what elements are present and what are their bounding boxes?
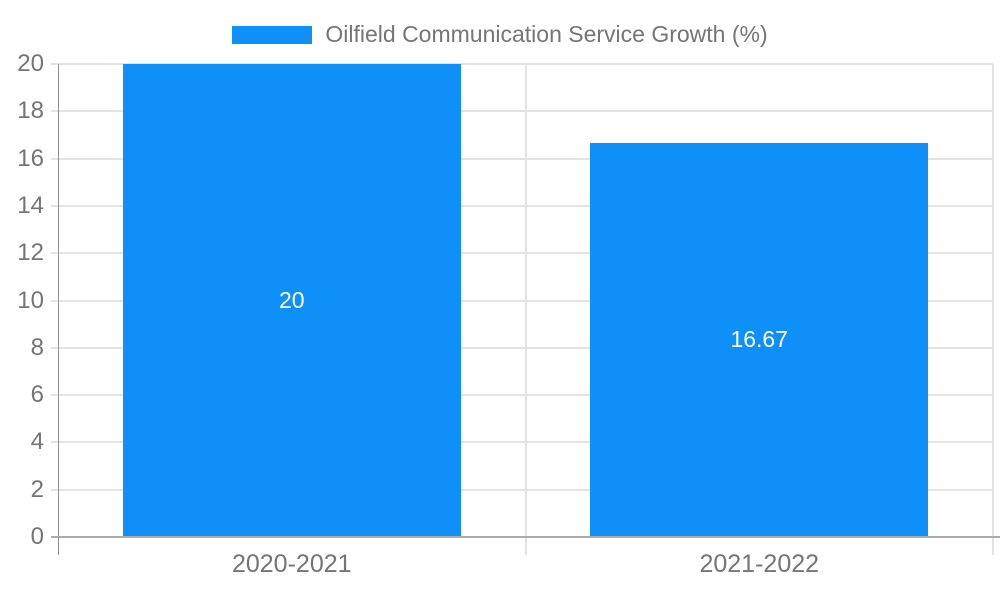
y-gridline bbox=[51, 63, 993, 65]
bar-value-label: 16.67 bbox=[730, 326, 789, 353]
x-gridline bbox=[992, 64, 994, 555]
y-axis-tick-label: 10 bbox=[17, 286, 44, 314]
bar[interactable]: 16.67 bbox=[590, 142, 929, 537]
x-axis-label: 2021-2022 bbox=[699, 550, 820, 578]
y-axis-tick-label: 18 bbox=[17, 97, 44, 125]
y-gridline bbox=[51, 157, 993, 160]
y-axis-tick-label: 2 bbox=[30, 475, 44, 503]
y-gridline bbox=[51, 394, 993, 397]
legend-label: Oilfield Communication Service Growth (%… bbox=[325, 21, 768, 47]
y-axis-tick-label: 20 bbox=[17, 50, 44, 77]
x-axis-label: 2020-2021 bbox=[231, 550, 352, 578]
y-gridline bbox=[51, 110, 993, 113]
y-axis-tick-label: 16 bbox=[17, 144, 44, 172]
legend-swatch-icon bbox=[232, 25, 313, 44]
y-gridline bbox=[51, 488, 993, 491]
x-axis-line bbox=[51, 536, 1000, 538]
bar[interactable]: 20 bbox=[122, 64, 461, 537]
y-gridline bbox=[51, 252, 993, 255]
plot-area: 0 2 4 6 8 10 12 14 16 18 20 20 2020-2021 16.67 2021-20… bbox=[17, 52, 1000, 578]
y-axis-tick-label: 14 bbox=[17, 191, 44, 219]
y-axis-tick-label: 12 bbox=[17, 239, 44, 267]
bar-value-label: 20 bbox=[278, 287, 305, 313]
x-gridline bbox=[524, 64, 527, 555]
y-axis-tick-label: 8 bbox=[30, 333, 44, 361]
y-gridline bbox=[51, 441, 993, 444]
y-axis-tick-label: 6 bbox=[30, 381, 44, 409]
y-gridline bbox=[51, 299, 993, 302]
y-gridline bbox=[51, 204, 993, 207]
y-axis-tick-label: 0 bbox=[30, 523, 44, 550]
y-gridline bbox=[51, 346, 993, 349]
legend[interactable]: Oilfield Communication Service Growth (%… bbox=[0, 21, 1000, 48]
y-axis-line bbox=[58, 64, 59, 555]
y-axis-tick-label: 4 bbox=[30, 428, 44, 456]
